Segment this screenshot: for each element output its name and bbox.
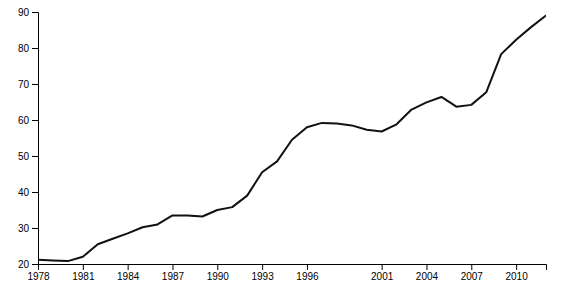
tick-mark [516,264,517,270]
tick: 2010 [505,264,528,282]
tick-label: 1978 [27,271,50,282]
tick-label: 60 [18,115,30,126]
tick-mark [172,264,173,270]
tick-label: 80 [18,43,30,54]
tick: 60 [18,115,38,126]
plot-area [38,16,546,262]
tick-label: 1984 [117,271,140,282]
tick-label: 2007 [461,271,484,282]
tick: 40 [18,187,38,198]
tick-label: 40 [18,187,30,198]
tick-mark [128,264,129,270]
tick-label: 90 [18,7,30,18]
tick: 2001 [371,264,394,282]
tick: 90 [18,7,38,18]
tick: 50 [18,151,38,162]
tick-label: 1981 [72,271,95,282]
tick-mark [32,48,38,49]
tick: 1996 [296,264,319,282]
axis-line [32,13,39,265]
tick-mark [32,84,38,85]
tick: 1981 [72,264,95,282]
chart: 1978 1981 1984 1987 1990 1993 1996 2001 2004 2007… [0,0,562,290]
tick-label: 1996 [296,271,319,282]
tick-label: 1993 [251,271,274,282]
tick-mark [32,228,38,229]
tick: 30 [18,223,38,234]
tick: 1978 [27,264,50,282]
tick-mark [426,264,427,270]
tick: 1984 [117,264,140,282]
y-axis: 20 30 40 50 60 70 80 90 [18,7,39,270]
tick-mark [471,264,472,270]
tick: 20 [18,259,38,270]
tick-mark [83,264,84,270]
axis-line [39,265,547,271]
tick-label: 2010 [505,271,528,282]
tick-mark [32,120,38,121]
tick-label: 1987 [162,271,185,282]
tick-mark [217,264,218,270]
tick: 2007 [461,264,484,282]
tick: 1993 [251,264,274,282]
tick-mark [307,264,308,270]
tick-label: 70 [18,79,30,90]
tick-mark [382,264,383,270]
line [38,16,546,262]
tick-label: 50 [18,151,30,162]
tick: 70 [18,79,38,90]
tick-label: 2004 [416,271,439,282]
tick-mark [32,264,38,265]
tick: 1990 [207,264,230,282]
tick-label: 2001 [371,271,394,282]
tick-label: 1990 [207,271,230,282]
tick-mark [32,156,38,157]
x-axis: 1978 1981 1984 1987 1990 1993 1996 2001 2004 2007… [27,264,546,282]
tick: 80 [18,43,38,54]
tick-mark [32,192,38,193]
tick: 2004 [416,264,439,282]
tick-label: 30 [18,223,30,234]
tick: 1987 [162,264,185,282]
tick-mark [32,12,38,13]
tick-label: 20 [18,259,30,270]
tick-mark [262,264,263,270]
